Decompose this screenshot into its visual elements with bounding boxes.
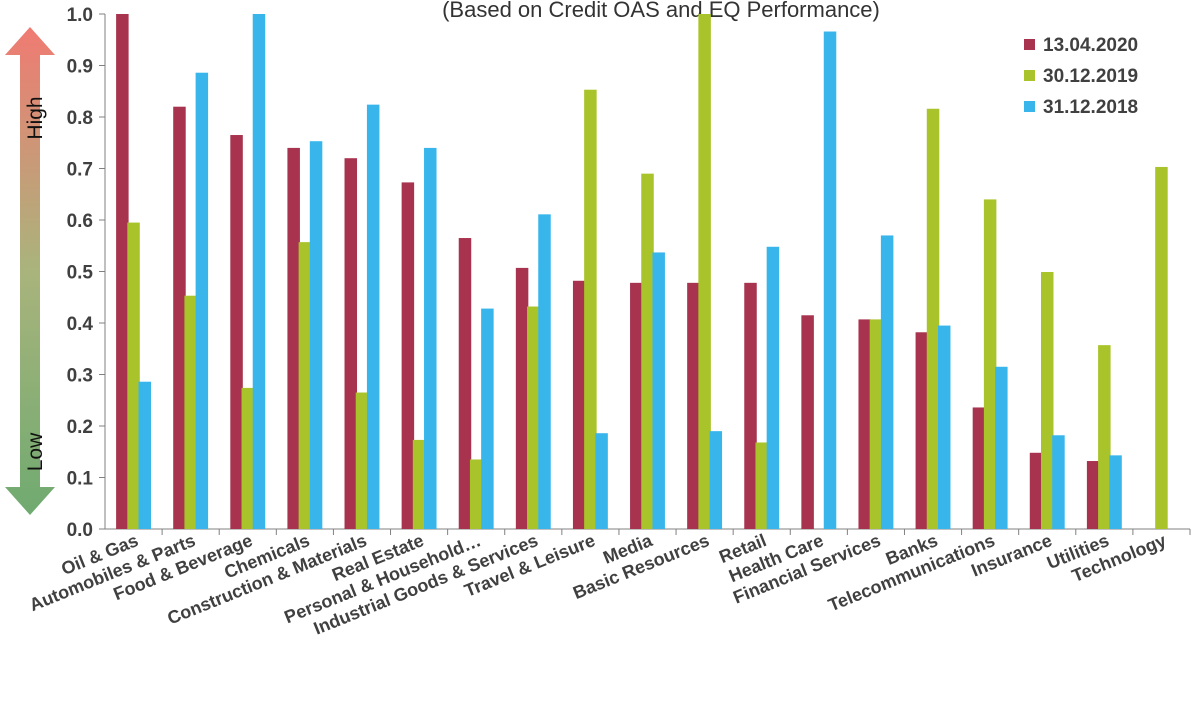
arrow-high-label: High xyxy=(24,96,47,139)
bar xyxy=(458,238,472,529)
bar xyxy=(173,106,186,529)
legend: 13.04.2020 30.12.2019 31.12.2018 xyxy=(1024,35,1138,118)
bar xyxy=(138,381,152,529)
bar xyxy=(766,246,780,529)
y-tick-label: 0.4 xyxy=(67,314,94,335)
y-tick-label: 0.9 xyxy=(67,57,93,78)
bar xyxy=(641,173,654,529)
legend-label: 31.12.2018 xyxy=(1043,97,1138,118)
bar xyxy=(412,439,426,529)
bar xyxy=(424,147,437,529)
bar xyxy=(469,459,483,529)
y-tick-label: 0.5 xyxy=(67,263,94,284)
bar xyxy=(481,308,494,529)
bar xyxy=(127,222,140,529)
bar xyxy=(709,431,723,529)
bar xyxy=(527,306,540,529)
bar xyxy=(252,14,266,529)
bar xyxy=(880,235,894,529)
y-tick-label: 0.2 xyxy=(67,417,93,438)
bar xyxy=(1098,345,1111,529)
bar xyxy=(1040,272,1054,529)
bar xyxy=(1155,166,1168,529)
legend-label: 13.04.2020 xyxy=(1043,35,1138,56)
bar xyxy=(630,282,643,529)
bar xyxy=(652,252,665,529)
y-tick-label: 0.6 xyxy=(67,211,93,232)
bar xyxy=(858,319,871,529)
bar xyxy=(869,319,883,529)
bar xyxy=(755,442,768,529)
bar xyxy=(1029,452,1043,529)
bar xyxy=(926,108,940,529)
bar xyxy=(241,387,255,529)
bar xyxy=(584,89,597,529)
bar xyxy=(572,280,586,529)
bar xyxy=(698,14,711,529)
legend-label: 30.12.2019 xyxy=(1043,66,1138,87)
bar xyxy=(995,366,1008,529)
legend-swatch xyxy=(1024,70,1035,81)
bar xyxy=(937,325,951,529)
bar xyxy=(801,315,814,529)
arrow-shape xyxy=(5,27,55,515)
arrow-low-label: Low xyxy=(24,432,47,471)
bar xyxy=(515,267,529,529)
chart-subtitle: (Based on Credit OAS and EQ Performance) xyxy=(442,0,880,22)
bar xyxy=(230,135,243,529)
bar xyxy=(1052,435,1065,529)
legend-swatch xyxy=(1024,101,1035,112)
y-tick-label: 0.0 xyxy=(67,520,93,541)
bar xyxy=(595,433,608,529)
bar xyxy=(915,332,929,529)
y-tick-label: 0.8 xyxy=(67,108,93,129)
bar xyxy=(116,14,129,529)
y-tick-label: 0.3 xyxy=(67,366,93,387)
y-tick-label: 0.1 xyxy=(67,469,94,490)
bar xyxy=(344,158,358,529)
y-tick-label: 1.0 xyxy=(67,5,93,26)
bar xyxy=(823,31,837,529)
bar xyxy=(298,242,312,529)
bar xyxy=(355,392,369,529)
bar xyxy=(1109,455,1122,529)
bar xyxy=(366,104,380,529)
bar xyxy=(1086,461,1100,529)
bar xyxy=(744,282,757,529)
bar xyxy=(309,141,323,529)
high-low-arrow: High Low xyxy=(5,27,55,515)
bar xyxy=(401,182,415,529)
legend-swatch xyxy=(1024,39,1035,50)
bar xyxy=(972,407,986,529)
bars xyxy=(116,14,1191,535)
bar xyxy=(538,214,551,529)
bar xyxy=(184,295,197,529)
bar xyxy=(287,147,300,529)
y-tick-label: 0.7 xyxy=(67,160,93,181)
bar xyxy=(983,199,997,529)
bar xyxy=(195,72,209,530)
y-axis-ticks: 0.0 0.1 0.2 0.3 0.4 0.5 0.6 0.7 0.8 0.9 1.0 xyxy=(67,5,105,541)
bar xyxy=(687,282,700,529)
